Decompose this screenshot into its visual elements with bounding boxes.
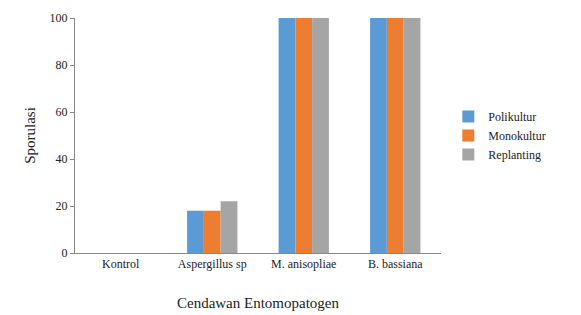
svg-text:40: 40 [56,152,68,166]
svg-text:80: 80 [56,58,68,72]
svg-text:Cendawan Entomopatogen: Cendawan Entomopatogen [177,295,340,311]
svg-text:Sporulasi: Sporulasi [22,107,38,164]
svg-text:Aspergillus sp: Aspergillus sp [178,257,247,271]
svg-text:B. bassiana: B. bassiana [368,257,423,271]
svg-text:Replanting: Replanting [488,148,541,162]
svg-text:Kontrol: Kontrol [102,257,140,271]
svg-text:M. anisopliae: M. anisopliae [271,257,336,271]
svg-text:Polikultur: Polikultur [488,110,536,124]
svg-text:20: 20 [56,199,68,213]
svg-text:Monokultur: Monokultur [488,129,545,143]
svg-text:100: 100 [50,11,68,25]
svg-text:0: 0 [62,246,68,260]
svg-text:60: 60 [56,105,68,119]
